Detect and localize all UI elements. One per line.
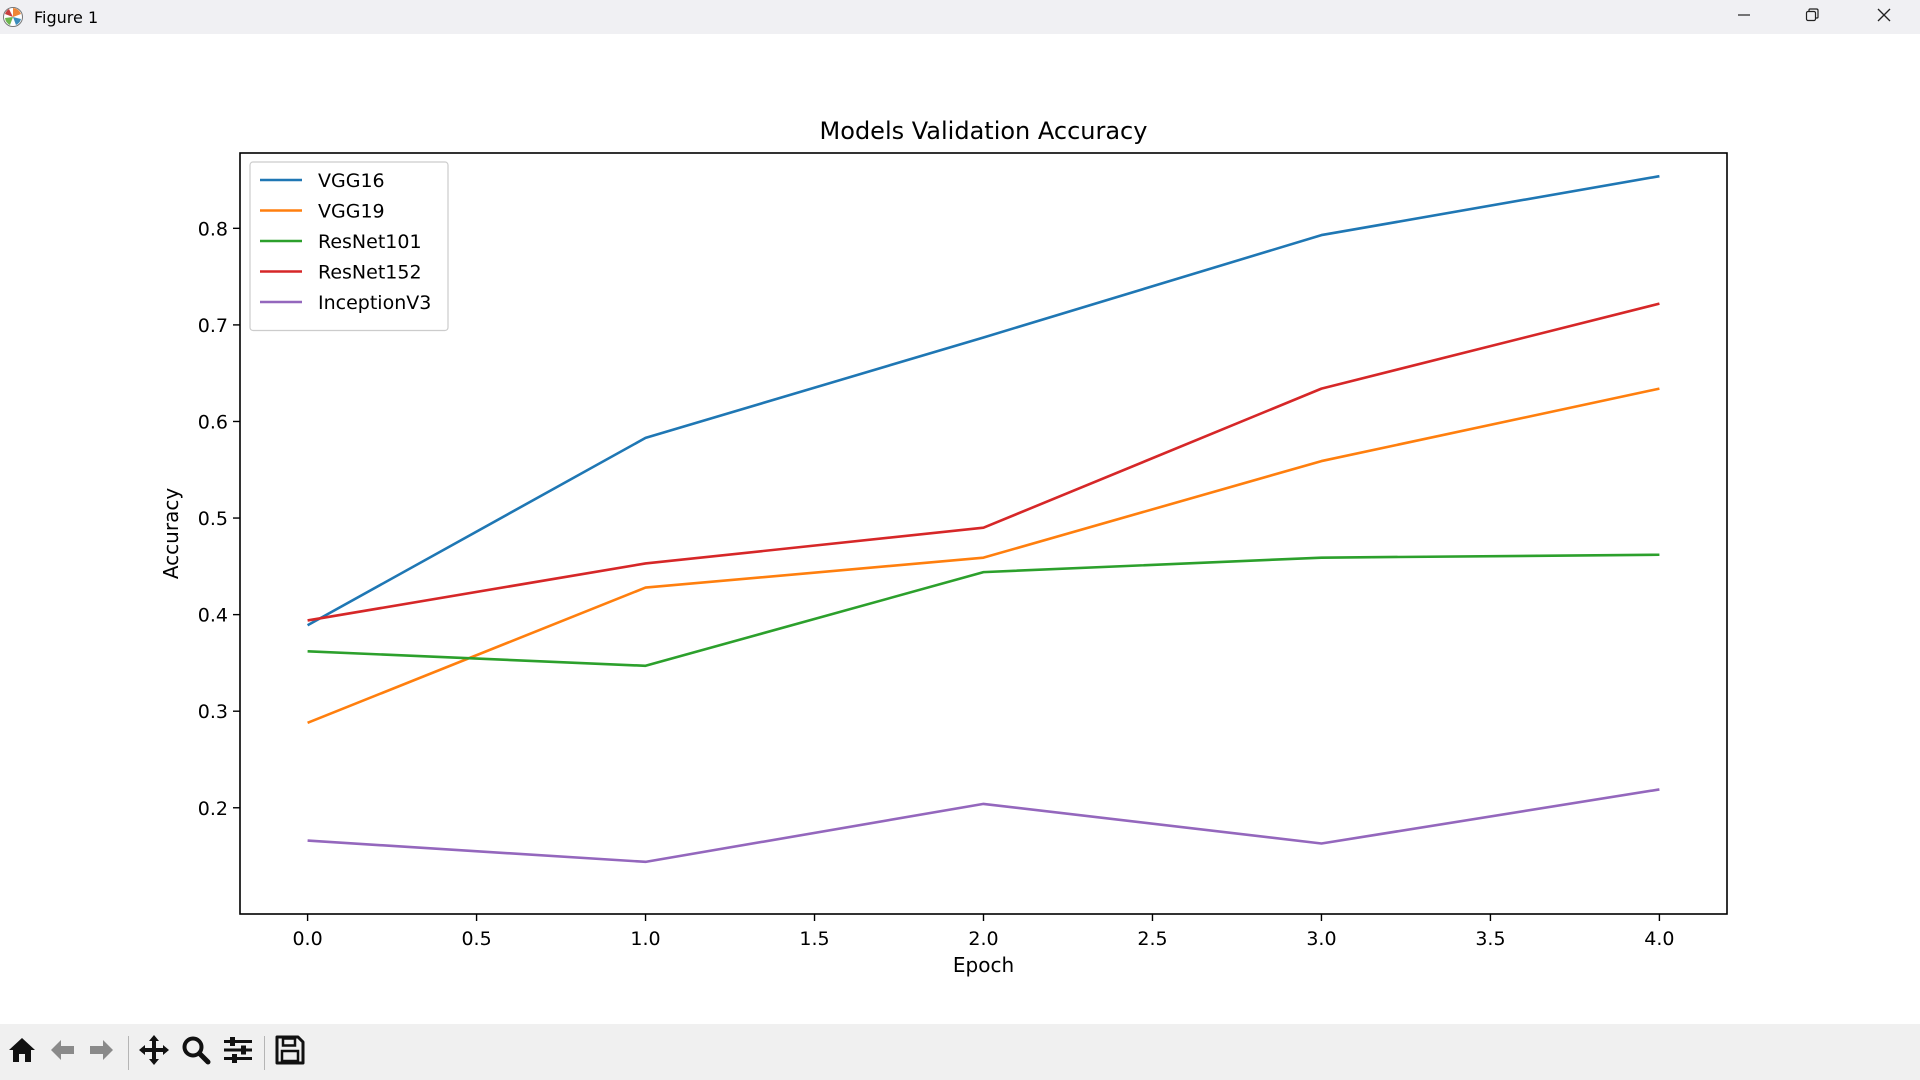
y-tick-label: 0.2 [198,798,228,820]
forward-button[interactable] [84,1034,120,1070]
series-line-inceptionv3 [307,788,1660,864]
chart-title: Models Validation Accuracy [820,117,1148,145]
pan-button[interactable] [136,1034,172,1070]
x-tick-label: 3.5 [1475,928,1505,950]
x-tick-label: 0.5 [461,928,491,950]
y-axis-label: Accuracy [159,488,183,579]
legend-label: VGG16 [318,170,385,192]
close-icon [1876,7,1892,27]
x-tick-label: 4.0 [1644,928,1674,950]
configure-subplots-button[interactable] [220,1034,256,1070]
close-button[interactable] [1850,0,1918,34]
figure-canvas[interactable]: 0.0 0.5 1.0 1.5 2.0 2.5 3.0 3.5 4.0 0.2 0.3 0.4 0.5 0… [0,34,1920,1024]
chart-legend: VGG16 VGG19 ResNet101 ResNet152 InceptionV3 [249,161,449,332]
window-title: Figure 1 [34,8,99,27]
restore-icon [1804,7,1820,27]
back-button[interactable] [44,1034,80,1070]
matplotlib-logo-icon [2,6,24,28]
plot-area-frame [239,152,1728,915]
x-tick-label: 0.0 [292,928,322,950]
zoom-button[interactable] [178,1034,214,1070]
sliders-icon [222,1034,254,1070]
minimize-icon [1736,7,1752,27]
arrow-left-icon [47,1035,77,1069]
x-axis-label: Epoch [953,953,1014,977]
arrow-right-icon [87,1035,117,1069]
y-tick-label: 0.5 [198,508,228,530]
zoom-icon [180,1034,212,1070]
y-tick-label: 0.6 [198,411,228,433]
x-tick-label: 2.0 [968,928,998,950]
x-tick-label: 1.0 [630,928,660,950]
window-titlebar: Figure 1 [0,0,1920,34]
toolbar-separator [264,1036,265,1070]
save-icon [274,1034,306,1070]
navigation-toolbar [0,1024,1920,1080]
y-tick-label: 0.4 [198,605,228,627]
legend-box [249,161,449,332]
home-button[interactable] [4,1034,40,1070]
x-tick-label: 3.0 [1306,928,1336,950]
toolbar-separator [128,1036,129,1070]
minimize-button[interactable] [1710,0,1778,34]
x-tick-label: 2.5 [1137,928,1167,950]
home-icon [7,1035,37,1069]
legend-label: ResNet152 [318,262,422,284]
legend-label: ResNet101 [318,231,422,253]
save-button[interactable] [272,1034,308,1070]
legend-label: VGG19 [318,201,385,223]
restore-button[interactable] [1778,0,1846,34]
line-chart: 0.0 0.5 1.0 1.5 2.0 2.5 3.0 3.5 4.0 0.2 0.3 0.4 0.5 0… [159,117,1728,977]
y-tick-label: 0.8 [198,218,228,240]
y-tick-label: 0.3 [198,701,228,723]
legend-label: InceptionV3 [318,292,431,314]
y-tick-label: 0.7 [198,315,228,337]
move-icon [138,1034,170,1070]
series-line-resnet101 [307,553,1660,668]
x-tick-label: 1.5 [799,928,829,950]
